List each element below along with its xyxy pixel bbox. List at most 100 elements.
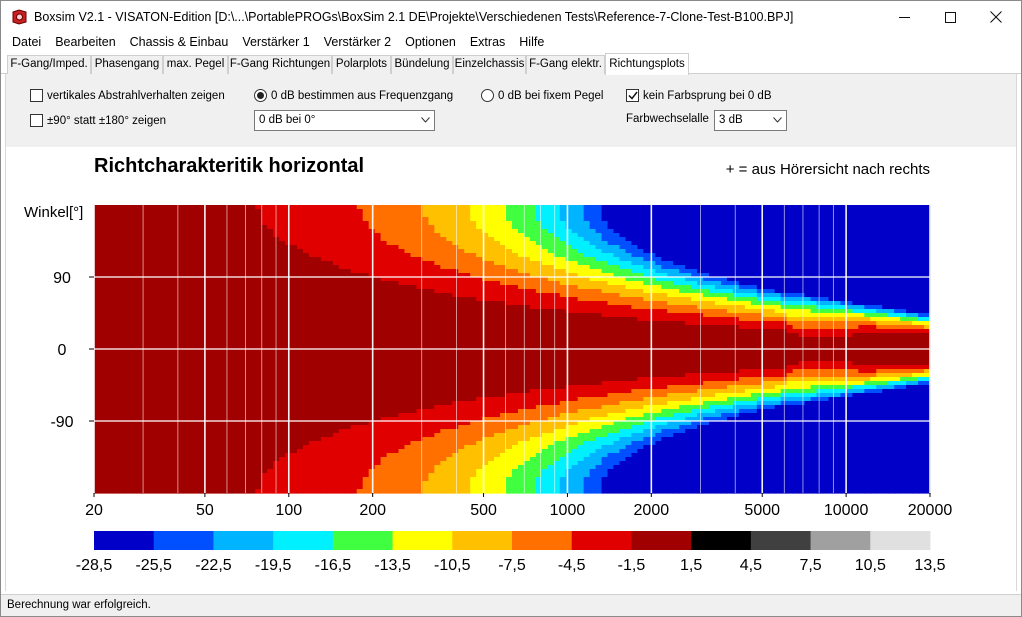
menu-extras[interactable]: Extras bbox=[469, 35, 506, 49]
heatmap-cell bbox=[374, 381, 382, 386]
tab-phasengang[interactable]: Phasengang bbox=[91, 55, 163, 74]
minimize-button[interactable] bbox=[881, 1, 927, 33]
no-color-jump-checkbox-box[interactable] bbox=[626, 89, 639, 102]
heatmap-cell bbox=[165, 305, 173, 310]
close-button[interactable] bbox=[973, 1, 1019, 33]
heatmap-cell bbox=[183, 329, 191, 334]
menu-verstaerker-2[interactable]: Verstärker 2 bbox=[323, 35, 392, 49]
heatmap-cell bbox=[476, 349, 483, 354]
menu-chassis-einbau[interactable]: Chassis & Einbau bbox=[129, 35, 229, 49]
heatmap-cell bbox=[332, 461, 340, 466]
heatmap-cell bbox=[458, 293, 465, 298]
step-select[interactable]: 3 dB bbox=[714, 110, 787, 131]
heatmap-cell bbox=[171, 445, 179, 450]
heatmap-cell bbox=[362, 361, 370, 366]
heatmap-cell bbox=[380, 225, 388, 230]
heatmap-cell bbox=[123, 293, 131, 298]
tab-buendelung[interactable]: Bündelung bbox=[391, 55, 453, 74]
heatmap-cell bbox=[105, 397, 113, 402]
heatmap-cell bbox=[320, 269, 328, 274]
heatmap-cell bbox=[476, 257, 483, 262]
heatmap-cell bbox=[303, 485, 310, 490]
heatmap-cell bbox=[219, 241, 226, 246]
no-color-jump-checkbox[interactable]: kein Farbsprung bei 0 dB bbox=[626, 89, 772, 102]
reference-select[interactable]: 0 dB bei 0° bbox=[254, 110, 435, 131]
zero-fixed-radio-button[interactable] bbox=[481, 89, 494, 102]
heatmap-cell bbox=[458, 277, 465, 282]
heatmap-cell bbox=[237, 265, 244, 270]
tab-f-gang-elektr[interactable]: F-Gang elektr. bbox=[526, 55, 605, 74]
heatmap-cell bbox=[410, 213, 418, 218]
heatmap-cell bbox=[243, 389, 250, 394]
heatmap-cell bbox=[332, 317, 340, 322]
heatmap-cell bbox=[392, 281, 400, 286]
tab-f-gang-richtungen[interactable]: F-Gang Richtungen bbox=[228, 55, 332, 74]
heatmap-cell bbox=[171, 485, 179, 490]
heatmap-cell bbox=[261, 477, 268, 482]
tab-polarplots[interactable]: Polarplots bbox=[332, 55, 391, 74]
zero-fixed-radio[interactable]: 0 dB bei fixem Pegel bbox=[481, 89, 603, 102]
heatmap-cell bbox=[225, 249, 232, 254]
heatmap-cell bbox=[308, 237, 316, 242]
heatmap-cell bbox=[356, 337, 364, 342]
menu-optionen[interactable]: Optionen bbox=[405, 35, 456, 49]
menu-hilfe[interactable]: Hilfe bbox=[519, 35, 545, 49]
heatmap-cell bbox=[243, 333, 250, 338]
heatmap-cell bbox=[291, 285, 298, 290]
heatmap-cell bbox=[123, 317, 131, 322]
vertical-checkbox[interactable]: vertikales Abstrahlverhalten zeigen bbox=[30, 89, 225, 102]
heatmap-cell bbox=[338, 325, 346, 330]
heatmap-cell bbox=[141, 377, 149, 382]
heatmap-cell bbox=[261, 293, 268, 298]
heatmap-cell bbox=[135, 297, 143, 302]
heatmap-cell bbox=[440, 361, 447, 366]
heatmap-cell bbox=[416, 349, 424, 354]
vertical-checkbox-box[interactable] bbox=[30, 89, 43, 102]
heatmap-cell bbox=[464, 377, 471, 382]
heatmap-cell bbox=[488, 381, 495, 386]
menu-datei[interactable]: Datei bbox=[12, 35, 42, 49]
heatmap-cell bbox=[362, 441, 370, 446]
tab-max-pegel[interactable]: max. Pegel bbox=[163, 55, 228, 74]
heatmap-cell bbox=[458, 241, 465, 246]
zero-freq-radio-button[interactable] bbox=[254, 89, 267, 102]
heatmap-cell bbox=[344, 297, 352, 302]
tab-f-gang-imped[interactable]: F-Gang/Imped. bbox=[7, 55, 91, 74]
heatmap-cell bbox=[231, 221, 238, 226]
heatmap-cell bbox=[123, 237, 131, 242]
heatmap-cell bbox=[237, 241, 244, 246]
heatmap-cell bbox=[428, 321, 435, 326]
heatmap-cell bbox=[94, 217, 101, 222]
zero-freq-radio[interactable]: 0 dB bestimmen aus Frequenzgang bbox=[254, 89, 453, 102]
heatmap-cell bbox=[177, 417, 185, 422]
heatmap-cell bbox=[291, 305, 298, 310]
heatmap-cell bbox=[482, 249, 489, 254]
heatmap-cell bbox=[183, 437, 191, 442]
heatmap-cell bbox=[374, 341, 382, 346]
heatmap-cell bbox=[446, 309, 453, 314]
heatmap-cell bbox=[117, 221, 125, 226]
maximize-button[interactable] bbox=[927, 1, 973, 33]
menu-verstaerker-1[interactable]: Verstärker 1 bbox=[242, 35, 310, 49]
heatmap-cell bbox=[386, 389, 394, 394]
range90-checkbox-box[interactable] bbox=[30, 114, 43, 127]
range90-checkbox[interactable]: ±90° statt ±180° zeigen bbox=[30, 114, 166, 127]
heatmap-cell bbox=[398, 473, 406, 478]
heatmap-cell bbox=[135, 209, 143, 214]
heatmap-cell bbox=[303, 465, 310, 470]
heatmap-cell bbox=[177, 217, 185, 222]
heatmap-cell bbox=[452, 413, 459, 418]
heatmap-cell bbox=[255, 289, 262, 294]
tab-richtungsplots[interactable]: Richtungsplots bbox=[605, 53, 689, 75]
heatmap-cell bbox=[422, 373, 429, 378]
heatmap-cell bbox=[434, 221, 441, 226]
heatmap-cell bbox=[464, 273, 471, 278]
tab-einzelchassis[interactable]: Einzelchassis bbox=[453, 55, 526, 74]
heatmap-cell bbox=[476, 401, 483, 406]
heatmap-cell bbox=[99, 433, 107, 438]
heatmap-cell bbox=[195, 465, 203, 470]
heatmap-cell bbox=[195, 281, 203, 286]
menu-bearbeiten[interactable]: Bearbeiten bbox=[55, 35, 116, 49]
heatmap-cell bbox=[177, 481, 185, 486]
heatmap-cell bbox=[482, 453, 489, 458]
